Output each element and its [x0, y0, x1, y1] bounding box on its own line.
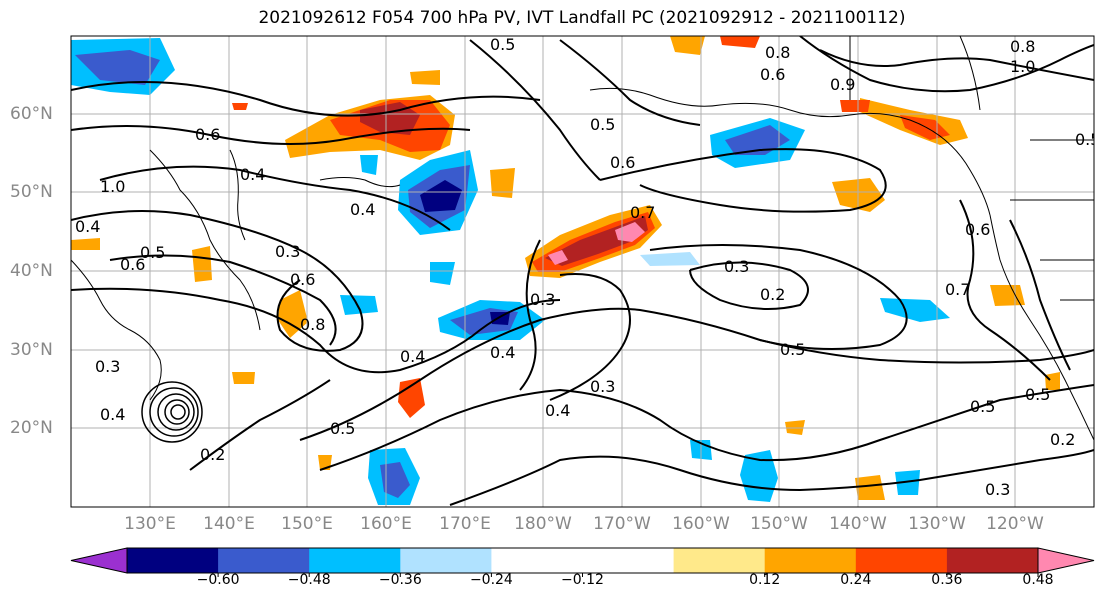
map-title: 2021092612 F054 700 hPa PV, IVT Landfall…: [258, 8, 906, 28]
colorbar-tick-label: 0.48: [1022, 572, 1054, 588]
colorbar-tick-label: 0.60: [1099, 572, 1105, 588]
lat-label: 30°N: [10, 340, 53, 360]
contour-label: 0.3: [724, 257, 749, 276]
contour-label: 0.3: [530, 290, 555, 309]
contour-label: 0.5: [780, 340, 805, 359]
contour-label: 0.3: [95, 357, 120, 376]
contour-label: 0.6: [760, 65, 785, 84]
contour-label: 0.4: [240, 165, 265, 184]
lat-label: 20°N: [10, 418, 53, 438]
colorbar-tick-label: 0.24: [840, 572, 872, 588]
contour-label: 0.5: [590, 115, 615, 134]
lon-label: 160°W: [672, 514, 730, 534]
lon-label: 170°E: [439, 514, 491, 534]
colorbar-tick-label: −0.24: [469, 572, 513, 588]
contour-label: 0.4: [350, 200, 375, 219]
contour-label: 0.5: [140, 243, 165, 262]
colorbar-tick-label: −0.60: [196, 572, 240, 588]
cyclone-contours: [141, 381, 203, 443]
lat-label: 50°N: [10, 182, 53, 202]
contour-label: 0.6: [290, 270, 315, 289]
contour-label: 0.5: [490, 35, 515, 54]
pv-contours: [71, 36, 1094, 506]
contour-label: 0.4: [100, 405, 125, 424]
contour-label: 0.3: [275, 242, 300, 261]
colorbar-tick-label: 0.36: [931, 572, 963, 588]
colorbar-tick-label: 0.12: [749, 572, 781, 588]
contour-label: 0.6: [965, 220, 990, 239]
contour-label: 0.8: [765, 43, 790, 62]
lon-label: 150°E: [281, 514, 333, 534]
lon-label: 170°W: [593, 514, 651, 534]
lon-label: 140°W: [829, 514, 887, 534]
contour-label: 0.4: [400, 347, 425, 366]
lon-label: 160°E: [360, 514, 412, 534]
colorbar-tick-label: −0.12: [561, 572, 604, 588]
contour-label: 0.6: [120, 255, 145, 274]
contour-label: 0.3: [590, 377, 615, 396]
contour-label: 0.9: [830, 75, 855, 94]
colorbar-tick-label: −0.48: [287, 572, 331, 588]
contour-label: 0.2: [760, 285, 785, 304]
contour-label: 0.7: [630, 203, 655, 222]
contour-label: 1.0: [1010, 57, 1035, 76]
contour-label: 0.8: [300, 315, 325, 334]
contour-label: 0.5: [1025, 385, 1050, 404]
gridlines: [71, 36, 1094, 507]
contour-label: 1.0: [100, 177, 125, 196]
lon-label: 120°W: [986, 514, 1044, 534]
contour-label: 0.2: [1050, 430, 1075, 449]
lon-label: 130°E: [124, 514, 176, 534]
lon-label: 150°W: [750, 514, 808, 534]
contour-label: 0.4: [490, 343, 515, 362]
lon-label: 130°W: [908, 514, 966, 534]
contour-label: 0.3: [985, 480, 1010, 499]
lat-label: 60°N: [10, 104, 53, 124]
contour-label: 0.8: [1010, 37, 1035, 56]
contour-label: 0.7: [945, 280, 970, 299]
contour-label: 0.4: [545, 401, 570, 420]
contour-labels: 1.0 1.0 0.8 0.8 0.8 0.6 0.6 0.6 0.6 0.6 …: [75, 35, 1100, 499]
colorbar-tick-label: −0.36: [378, 572, 422, 588]
lon-label: 140°E: [203, 514, 255, 534]
contour-label: 0.2: [200, 445, 225, 464]
contour-label: 0.5: [330, 419, 355, 438]
contour-label: 0.5: [1075, 130, 1100, 149]
contour-label: 0.5: [970, 397, 995, 416]
lat-label: 40°N: [10, 261, 53, 281]
lon-label: 180°W: [514, 514, 572, 534]
contour-label: 0.4: [75, 217, 100, 236]
contour-label: 0.6: [610, 153, 635, 172]
contour-label: 0.6: [195, 125, 220, 144]
